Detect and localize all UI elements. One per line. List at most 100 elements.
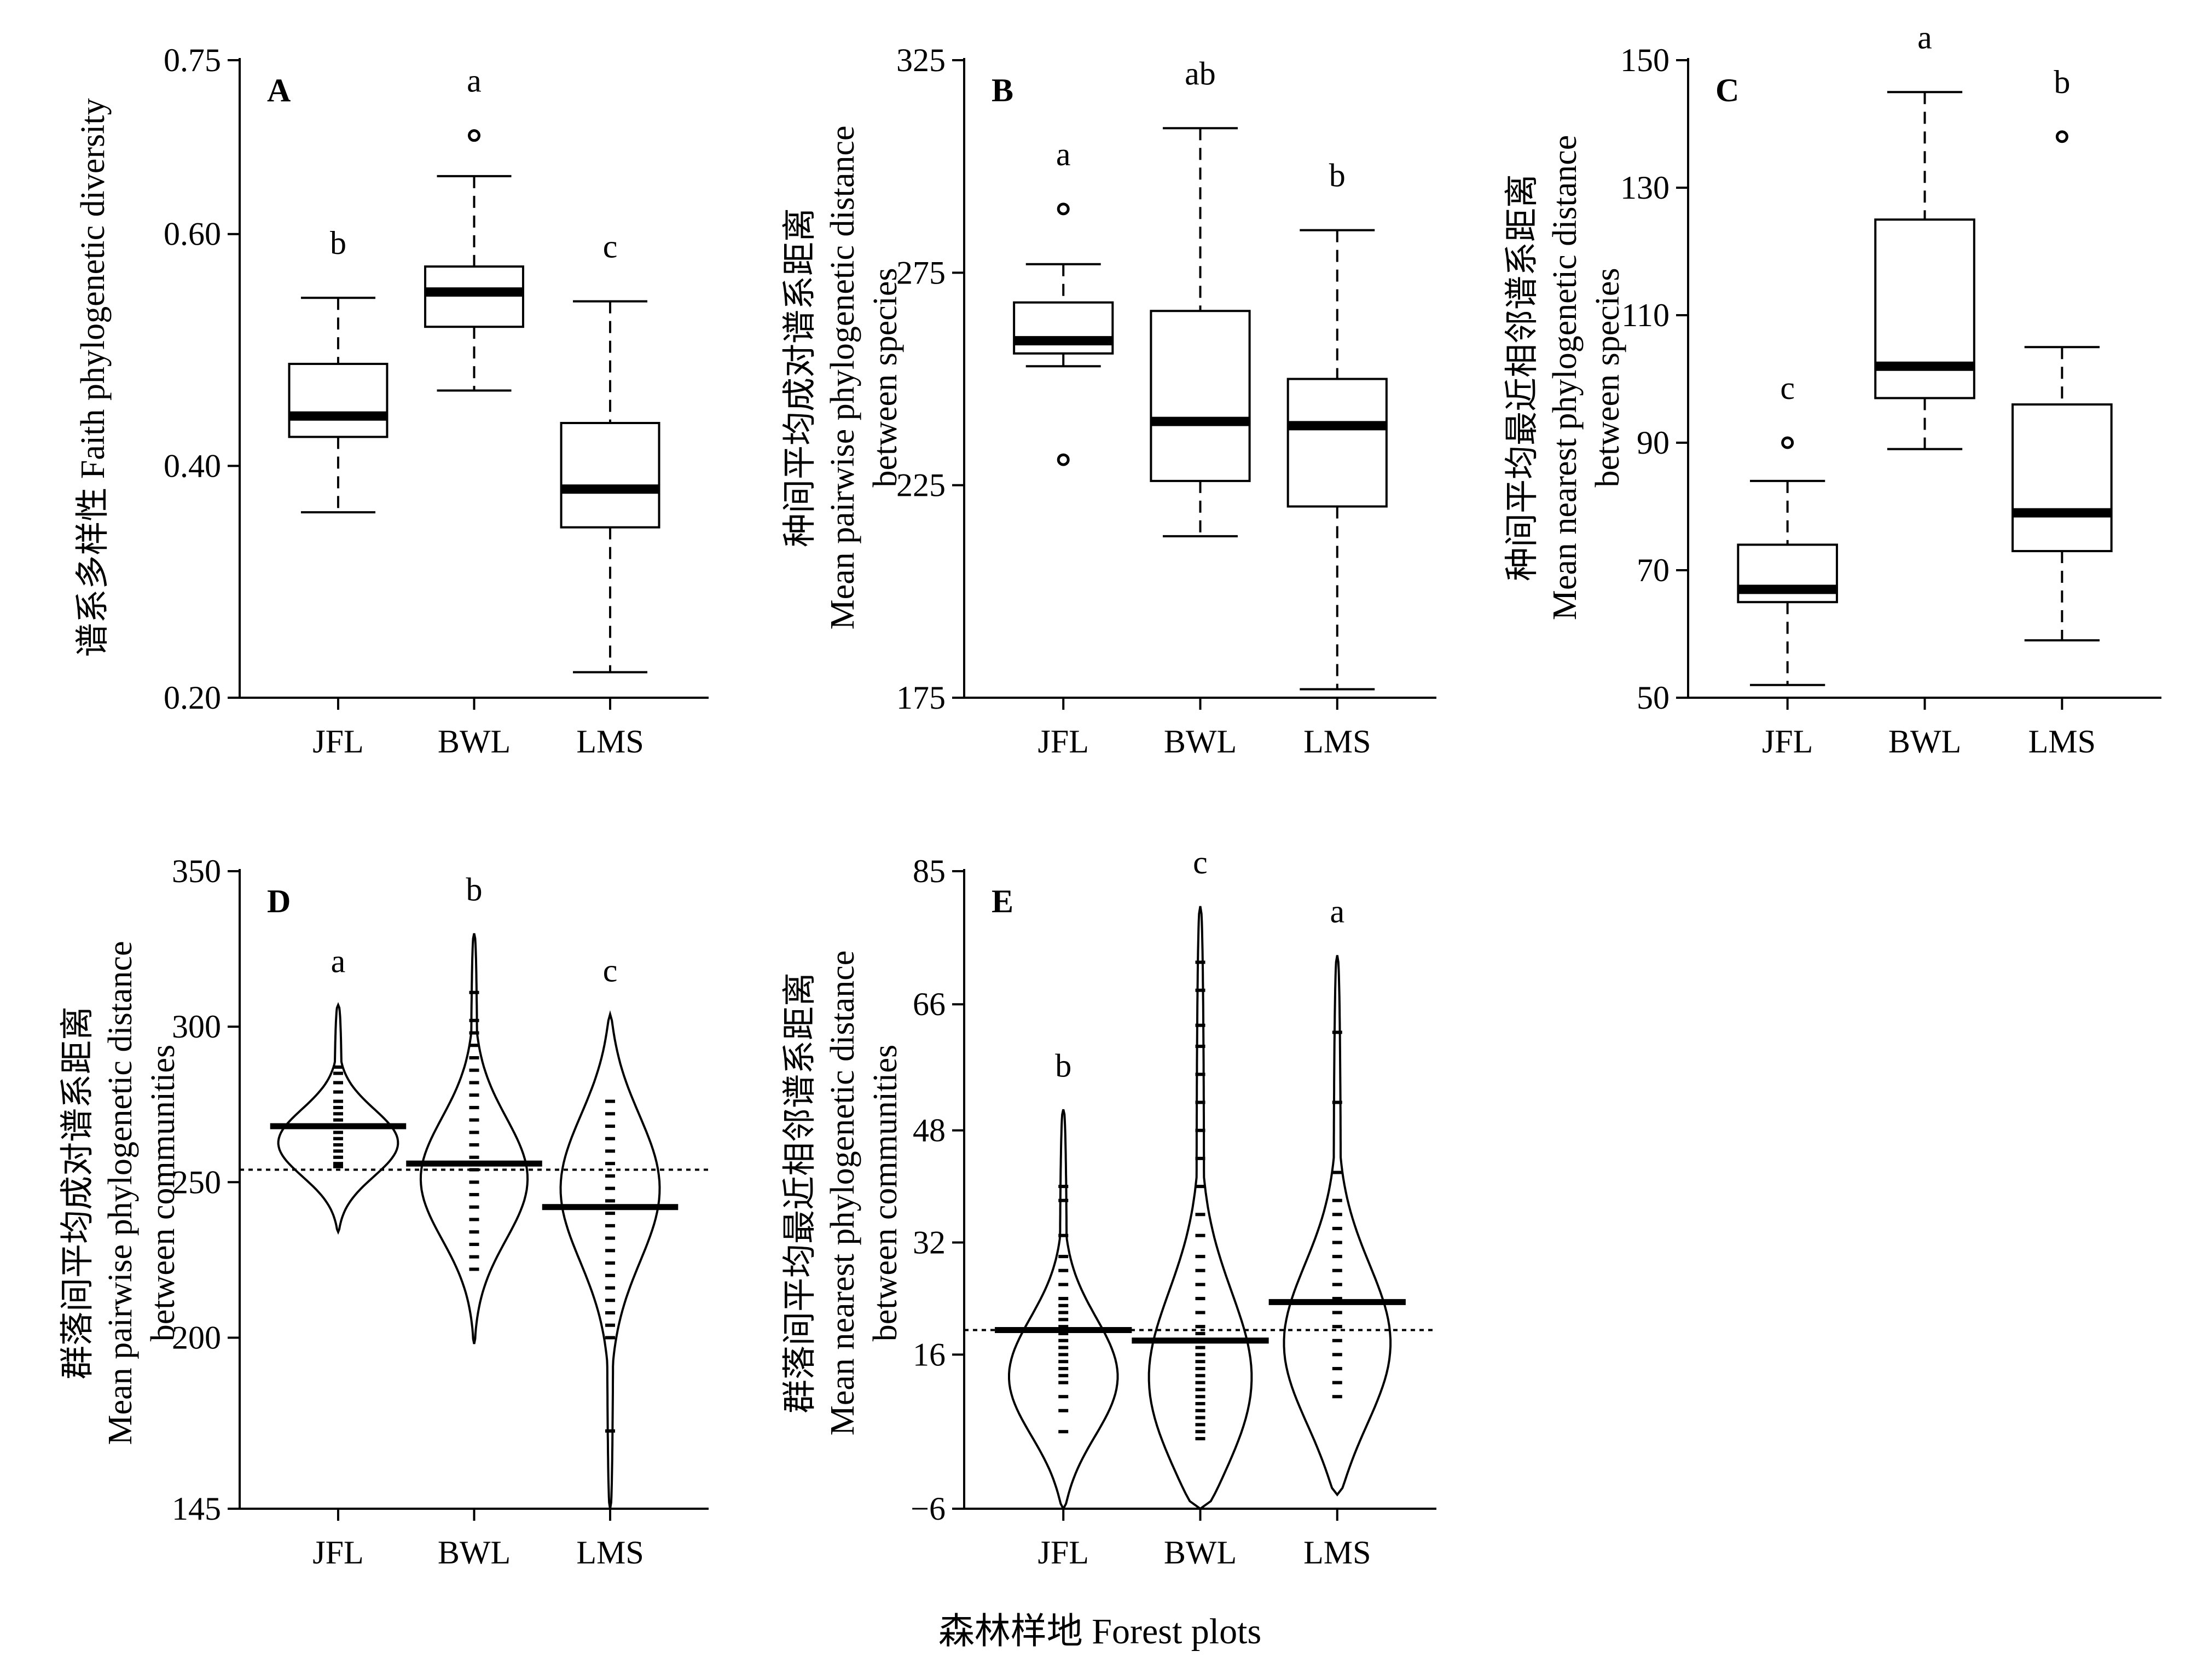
y-tick-label: 0.40 [164, 448, 221, 484]
data-point [1332, 1395, 1342, 1399]
data-point [333, 1071, 343, 1075]
box-lms: b [1286, 158, 1388, 691]
data-point [605, 1249, 616, 1253]
data-point [1195, 1233, 1205, 1237]
iqr-box [1286, 378, 1388, 508]
y-tick-label: 225 [896, 467, 946, 503]
data-point [1195, 1401, 1205, 1405]
data-point [1195, 1128, 1205, 1132]
box-bwl: a [424, 63, 524, 392]
data-point [1058, 1374, 1069, 1377]
violin-jfl: a [270, 943, 407, 1235]
data-point [1195, 1430, 1205, 1434]
data-point [1058, 1381, 1069, 1384]
data-point [469, 1267, 479, 1271]
iqr-box [2011, 403, 2113, 553]
data-point [605, 1311, 616, 1314]
y-axis-title: between communities [144, 1045, 182, 1341]
significance-letter: c [603, 229, 618, 265]
data-point [605, 1429, 616, 1433]
panel-tag: A [267, 72, 291, 108]
y-tick-label: 48 [913, 1113, 946, 1149]
data-point [1195, 1283, 1205, 1287]
data-point [1195, 960, 1205, 964]
y-tick-label: 275 [896, 254, 946, 291]
data-point [1058, 1233, 1069, 1237]
y-axis-title: Mean pairwise phylogenetic distance [102, 941, 139, 1445]
data-point [1195, 1366, 1205, 1370]
data-point [1332, 1255, 1342, 1259]
panel-a: 0.20 0.40 0.60 0.75 JFL BWL LMS 谱系多样性 Faith phy… [74, 42, 709, 760]
y-tick-label: 250 [172, 1164, 221, 1200]
data-point [1195, 1296, 1205, 1300]
iqr-box [1150, 310, 1251, 482]
significance-letter: b [2054, 64, 2070, 100]
data-point [1195, 1023, 1205, 1027]
y-tick-label: 145 [172, 1491, 221, 1527]
data-point [605, 1323, 616, 1327]
significance-letter: c [1193, 844, 1208, 880]
data-point [1058, 1360, 1069, 1364]
data-point [1058, 1430, 1069, 1434]
data-point [1332, 1030, 1342, 1034]
y-tick-label: 130 [1620, 170, 1670, 206]
y-tick-label: 70 [1637, 552, 1670, 588]
data-point [469, 1131, 479, 1134]
iqr-box [560, 421, 660, 529]
data-point [1195, 1395, 1205, 1399]
data-point [1332, 1283, 1342, 1287]
data-point [333, 1105, 343, 1109]
violin-lms: a [1268, 894, 1406, 1497]
violin-outline [1147, 906, 1253, 1510]
data-point [1058, 1198, 1069, 1202]
data-point [1195, 1213, 1205, 1216]
x-axis-title: 森林样地 Forest plots [938, 1612, 1261, 1652]
x-tick-label: BWL [1164, 723, 1237, 760]
violin-jfl: b [995, 1047, 1132, 1511]
data-point [469, 1044, 479, 1047]
data-point [333, 1165, 343, 1168]
significance-letter: a [467, 63, 482, 99]
iqr-box [1874, 218, 1975, 399]
significance-letter: a [1917, 19, 1932, 55]
data-point [469, 1255, 479, 1259]
data-point [1332, 1381, 1342, 1384]
data-point [333, 1081, 343, 1085]
data-point [1058, 1325, 1069, 1329]
data-point [1195, 1416, 1205, 1420]
data-point [1332, 1226, 1342, 1230]
data-point [1332, 1325, 1342, 1329]
panel-tag: B [992, 72, 1013, 108]
significance-letter: ab [1185, 55, 1216, 91]
data-point [1195, 1325, 1205, 1329]
data-point [1332, 1353, 1342, 1357]
data-point [469, 1068, 479, 1072]
panel-c: 50 70 90 110 130 150 JFL BWL LMS 种间平均最近相邻谱系距离 Mean… [1504, 19, 2161, 760]
significance-letter: c [603, 952, 618, 988]
violin-bwl: b [406, 872, 542, 1345]
y-tick-label: 200 [172, 1319, 221, 1355]
data-point [469, 1081, 479, 1085]
y-axis-title: Mean nearest phylogenetic distance [1546, 135, 1584, 621]
data-point [1195, 1360, 1205, 1364]
panel-tag: D [267, 883, 291, 919]
y-axis-title: 种间平均成对谱系距离 [781, 208, 819, 547]
data-point [1058, 1331, 1069, 1335]
data-point [1195, 988, 1205, 992]
y-axis-title: between species [1589, 268, 1626, 487]
box-jfl: a [1013, 136, 1114, 466]
data-point [333, 1155, 343, 1159]
box-lms: b [2011, 64, 2113, 642]
data-point [1195, 1374, 1205, 1377]
data-point [1195, 1073, 1205, 1076]
box-jfl: c [1737, 370, 1838, 686]
data-point [1195, 1185, 1205, 1189]
y-tick-label: 300 [172, 1009, 221, 1045]
data-point [1195, 1409, 1205, 1412]
y-axis-title: 种间平均最近相邻谱系距离 [1504, 174, 1541, 581]
data-point [469, 1205, 479, 1209]
data-point [605, 1286, 616, 1290]
data-point [605, 1199, 616, 1203]
data-point [605, 1224, 616, 1227]
data-point [1332, 1339, 1342, 1342]
